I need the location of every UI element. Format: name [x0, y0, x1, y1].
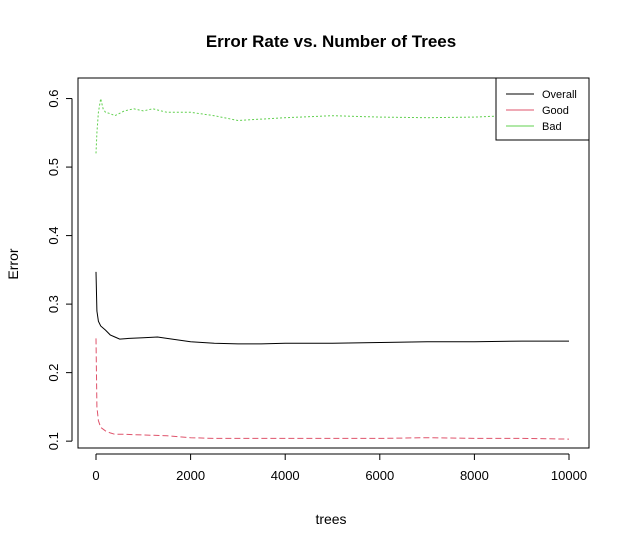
y-axis: 0.1 0.2 0.3 0.4 0.5 0.6	[46, 90, 73, 450]
x-tick-label: 0	[92, 468, 99, 483]
plot-frame	[77, 77, 590, 449]
x-axis: 0 2000 4000 6000 8000 10000	[92, 453, 587, 483]
y-tick-label: 0.4	[46, 227, 61, 245]
y-axis-label: Error	[5, 248, 21, 279]
series-line-good	[95, 338, 570, 440]
x-tick-label: 10000	[551, 468, 587, 483]
x-tick-label: 4000	[271, 468, 300, 483]
legend-label-good: Good	[542, 105, 569, 117]
x-tick-label: 8000	[460, 468, 489, 483]
y-tick-label: 0.2	[46, 364, 61, 382]
legend-box	[495, 77, 590, 141]
series-line-overall	[95, 271, 569, 345]
chart-title: Error Rate vs. Number of Trees	[206, 32, 456, 51]
y-tick-label: 0.6	[46, 90, 61, 108]
x-tick-label: 2000	[176, 468, 205, 483]
x-axis-label: trees	[315, 511, 346, 527]
x-tick-label: 6000	[365, 468, 394, 483]
series-layer	[95, 98, 570, 440]
y-tick-label: 0.1	[46, 432, 61, 450]
legend: Overall Good Bad	[495, 77, 590, 141]
legend-label-bad: Bad	[542, 121, 562, 133]
y-tick-label: 0.3	[46, 295, 61, 313]
y-tick-label: 0.5	[46, 158, 61, 176]
legend-label-overall: Overall	[542, 89, 577, 101]
